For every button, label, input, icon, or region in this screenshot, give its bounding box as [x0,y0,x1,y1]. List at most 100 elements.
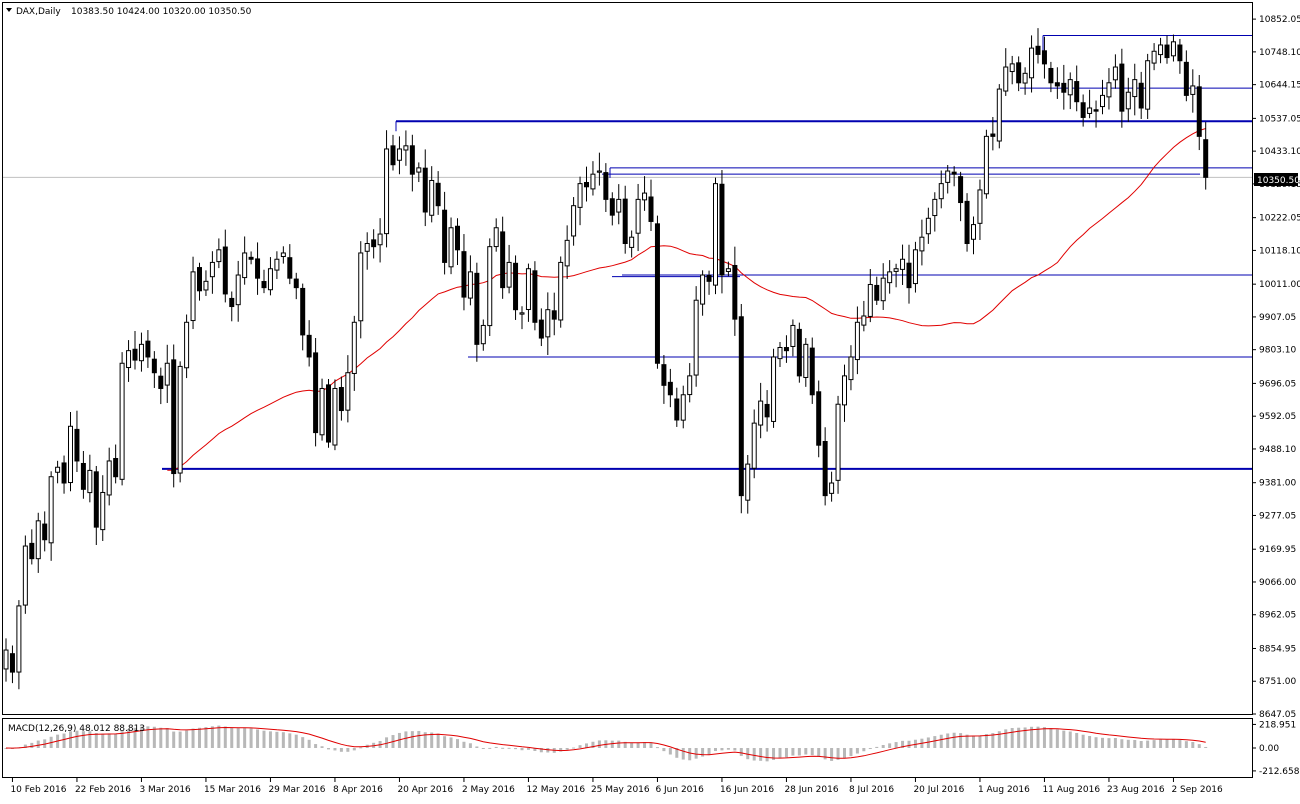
bullish-candle-body [1003,66,1009,92]
bearish-candle-body [306,334,312,358]
bearish-candle-body [409,145,415,175]
macd-histogram-bar [830,748,834,761]
macd-histogram-bar [933,736,937,748]
candle [1112,54,1118,89]
bullish-candle-body [983,135,989,195]
candle [842,364,847,422]
bullish-candle-body [725,268,731,272]
candle [203,270,209,296]
macd-histogram-bar [1204,746,1208,748]
macd-histogram-bar [946,733,950,748]
candle [571,197,577,246]
macd-histogram-bar [623,741,627,748]
bearish-candle-body [1035,45,1041,55]
macd-histogram-bar [868,748,872,749]
candle [1035,28,1041,64]
candle [93,465,99,545]
macd-histogram-bar [88,731,92,748]
candle [1009,55,1015,85]
candle [74,410,80,473]
macd-histogram-bar [1068,731,1072,748]
candle [796,322,802,383]
macd-histogram-bar [1055,729,1059,748]
bullish-candle-body [3,649,9,670]
candle [1132,63,1138,116]
bearish-candle-body [532,270,538,323]
bullish-candle-body [545,309,551,338]
macd-histogram-bar [1184,741,1188,748]
bullish-candle-body [996,88,1002,142]
candle [87,454,93,503]
bullish-candle-body [493,227,499,248]
macd-histogram-bar [855,748,859,754]
candle [674,387,680,427]
candle [506,244,512,294]
candle [983,129,989,199]
macd-histogram-bar [636,742,640,748]
candle [500,216,506,299]
macd-histogram-bar [475,746,479,748]
candle [197,262,202,301]
candle [1106,68,1112,110]
macd-histogram-bar [178,731,182,748]
candle [551,292,557,336]
bearish-candle-body [197,267,202,292]
date-tick-label: 12 May 2016 [526,785,585,795]
last-price-marker: 10350.50 [1254,173,1300,186]
candle [693,286,699,387]
candle [300,283,306,351]
candle [48,471,54,561]
bullish-candle-body [693,299,699,376]
bearish-candle-body [1203,139,1209,178]
bullish-candle-body [184,321,190,369]
bearish-candle-body [1196,86,1202,137]
candle [1138,71,1144,119]
candle [545,292,551,356]
date-tick-label: 8 Jul 2016 [849,785,894,795]
candle [616,184,622,225]
macd-histogram-bar [256,729,260,748]
date-tick-label: 15 Mar 2016 [204,785,261,795]
candle [280,246,286,264]
date-tick-label: 6 Jun 2016 [655,785,704,795]
bullish-candle-body [1112,66,1118,81]
candle [577,176,583,226]
bullish-candle-body [977,189,983,224]
candle [61,455,67,494]
bearish-candle-body [622,198,628,245]
macd-histogram-bar [1081,734,1085,748]
candle [16,600,22,690]
macd-histogram-bar [539,748,543,753]
bullish-candle-body [912,249,918,285]
price-tick-label: 9696.05 [1259,379,1296,389]
bearish-candle-body [158,375,164,389]
macd-histogram-bar [430,732,434,748]
bearish-candle-body [1119,63,1125,112]
bullish-candle-body [396,148,402,161]
macd-histogram-bar [449,737,453,748]
candle [126,340,132,382]
bearish-candle-body [132,348,138,361]
macd-histogram-bar [36,740,40,748]
bearish-candle-body [732,264,738,320]
macd-histogram-bar [30,742,34,748]
macd-tick-label: 218.951 [1259,720,1296,730]
macd-histogram-bar [862,748,866,752]
bullish-candle-body [1087,107,1093,114]
candle [493,218,499,252]
bullish-candle-body [319,387,325,436]
bullish-candle-body [616,198,622,213]
bearish-candle-body [500,231,506,289]
candle [738,303,744,514]
bullish-candle-body [1009,63,1015,73]
candle [29,529,35,565]
macd-histogram-bar [1165,739,1169,748]
candle [687,363,693,403]
candle [132,330,138,370]
candle [513,255,519,320]
macd-histogram-bar [1152,740,1156,748]
candle [326,378,331,448]
price-tick-label: 8647.05 [1259,710,1296,720]
macd-histogram-bar [907,740,911,748]
